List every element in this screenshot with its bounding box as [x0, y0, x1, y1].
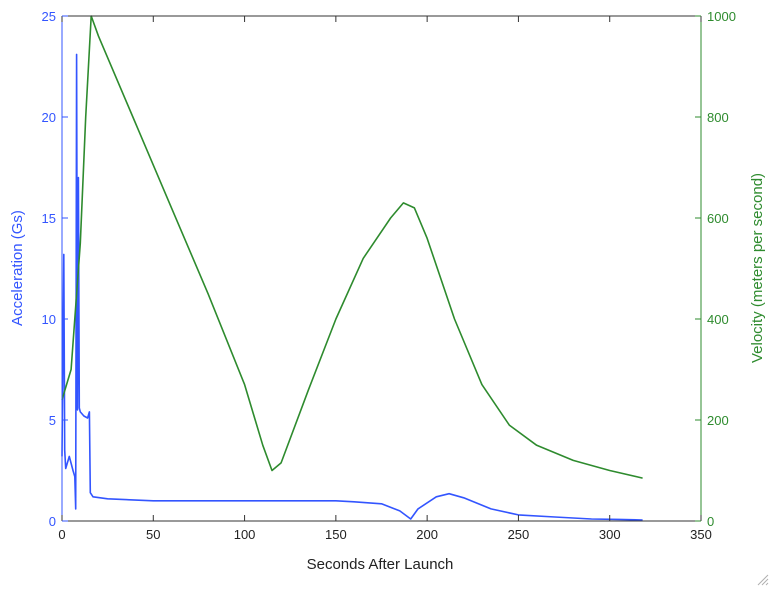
- x-tick-label: 350: [690, 527, 712, 542]
- right-y-axis-ticks: 0 200 400 600 800 1000: [695, 9, 736, 529]
- x-tick-label: 150: [325, 527, 347, 542]
- right-y-tick-label: 600: [707, 211, 729, 226]
- x-axis-label: Seconds After Launch: [307, 556, 454, 573]
- x-tick-label: 250: [508, 527, 530, 542]
- series-layer: [61, 15, 643, 521]
- x-tick-label: 200: [416, 527, 438, 542]
- left-y-axis-label: Acceleration (Gs): [9, 210, 26, 326]
- series-line-right-axis: [61, 15, 643, 479]
- x-tick-label: 0: [58, 527, 65, 542]
- resize-grip-icon[interactable]: [755, 572, 769, 586]
- right-y-tick-label: 800: [707, 110, 729, 125]
- plot-area: [62, 16, 701, 521]
- left-y-axis-ticks: 0 5 10 15 20 25: [42, 9, 68, 529]
- x-tick-label: 50: [146, 527, 160, 542]
- right-y-tick-label: 400: [707, 312, 729, 327]
- right-y-tick-label: 200: [707, 413, 729, 428]
- x-axis-ticks: 0 50 100 150 200 250 300 350: [58, 16, 712, 542]
- plot-frame: [61, 15, 702, 522]
- series-line-left-axis: [61, 53, 643, 521]
- left-y-tick-label: 25: [42, 9, 56, 24]
- left-y-tick-label: 5: [49, 413, 56, 428]
- right-y-tick-label: 1000: [707, 9, 736, 24]
- left-y-tick-label: 15: [42, 211, 56, 226]
- left-y-tick-label: 20: [42, 110, 56, 125]
- x-tick-label: 300: [599, 527, 621, 542]
- left-y-tick-label: 0: [49, 514, 56, 529]
- right-y-tick-label: 0: [707, 514, 714, 529]
- right-y-axis-label: Velocity (meters per second): [749, 173, 766, 363]
- left-y-tick-label: 10: [42, 312, 56, 327]
- x-tick-label: 100: [234, 527, 256, 542]
